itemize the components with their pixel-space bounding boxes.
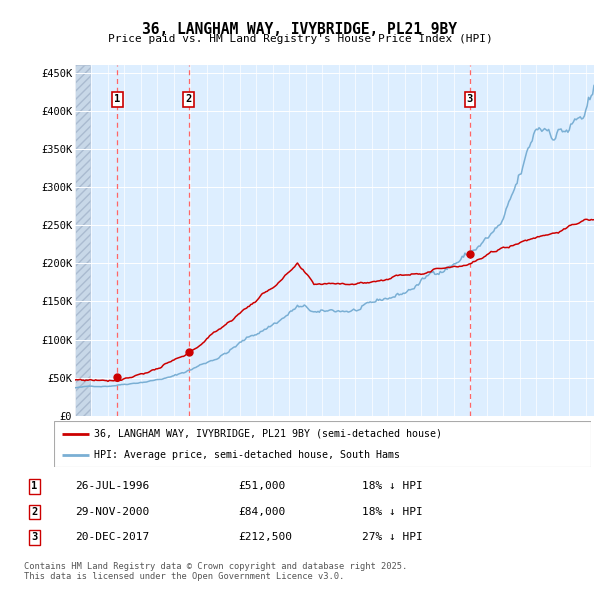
Text: 27% ↓ HPI: 27% ↓ HPI: [362, 532, 423, 542]
Text: £84,000: £84,000: [238, 507, 286, 517]
Text: 36, LANGHAM WAY, IVYBRIDGE, PL21 9BY (semi-detached house): 36, LANGHAM WAY, IVYBRIDGE, PL21 9BY (se…: [94, 429, 442, 439]
Text: 1: 1: [114, 94, 121, 104]
Text: 29-NOV-2000: 29-NOV-2000: [75, 507, 149, 517]
Text: 36, LANGHAM WAY, IVYBRIDGE, PL21 9BY: 36, LANGHAM WAY, IVYBRIDGE, PL21 9BY: [143, 22, 458, 37]
Text: 3: 3: [31, 532, 37, 542]
Text: 20-DEC-2017: 20-DEC-2017: [75, 532, 149, 542]
Text: 26-JUL-1996: 26-JUL-1996: [75, 481, 149, 491]
Text: 2: 2: [186, 94, 192, 104]
Text: 18% ↓ HPI: 18% ↓ HPI: [362, 481, 423, 491]
Text: 18% ↓ HPI: 18% ↓ HPI: [362, 507, 423, 517]
Text: HPI: Average price, semi-detached house, South Hams: HPI: Average price, semi-detached house,…: [94, 450, 400, 460]
Text: Contains HM Land Registry data © Crown copyright and database right 2025.
This d: Contains HM Land Registry data © Crown c…: [24, 562, 407, 581]
Text: 2: 2: [31, 507, 37, 517]
Text: £51,000: £51,000: [238, 481, 286, 491]
Text: Price paid vs. HM Land Registry's House Price Index (HPI): Price paid vs. HM Land Registry's House …: [107, 34, 493, 44]
Text: 1: 1: [31, 481, 37, 491]
Bar: [75, 65, 90, 416]
Text: 3: 3: [467, 94, 473, 104]
FancyBboxPatch shape: [54, 421, 591, 467]
Text: £212,500: £212,500: [238, 532, 292, 542]
Bar: [75, 65, 90, 416]
